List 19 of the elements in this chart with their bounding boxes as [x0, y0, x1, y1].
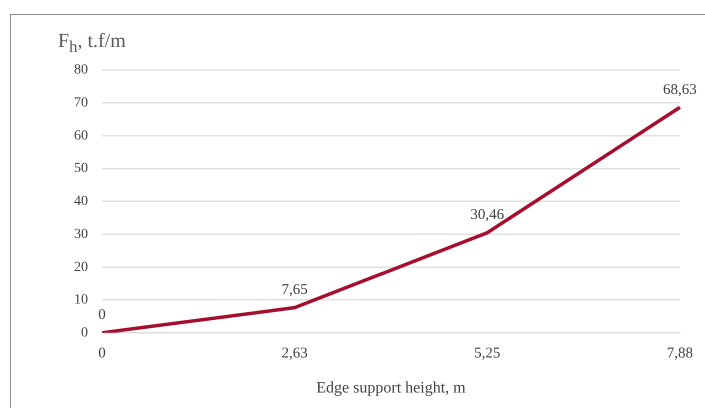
data-label: 7,65: [282, 282, 308, 298]
y-tick-label: 20: [74, 260, 88, 275]
y-tick-label: 60: [74, 128, 88, 144]
x-tick-label: 5,25: [474, 346, 500, 362]
y-tick-label: 10: [74, 292, 88, 308]
y-tick-label: 70: [74, 96, 88, 111]
data-label: 30,46: [470, 207, 505, 224]
x-tick-label: 0: [98, 346, 106, 362]
x-axis-title: Edge support height, m: [316, 380, 466, 397]
data-label: 0: [98, 307, 106, 324]
y-tick-label: 30: [74, 226, 88, 242]
x-tick-label: 2,63: [282, 346, 308, 362]
data-label: 68,63: [663, 82, 697, 98]
y-tick-label: 0: [81, 325, 88, 340]
y-axis-title: F$_{h}$, t.f/m: [58, 30, 126, 57]
y-tick-label: 50: [74, 161, 88, 176]
x-tick-label: 7,88: [666, 346, 693, 362]
y-tick-label: 80: [74, 62, 88, 78]
y-tick-label: 40: [74, 194, 88, 210]
